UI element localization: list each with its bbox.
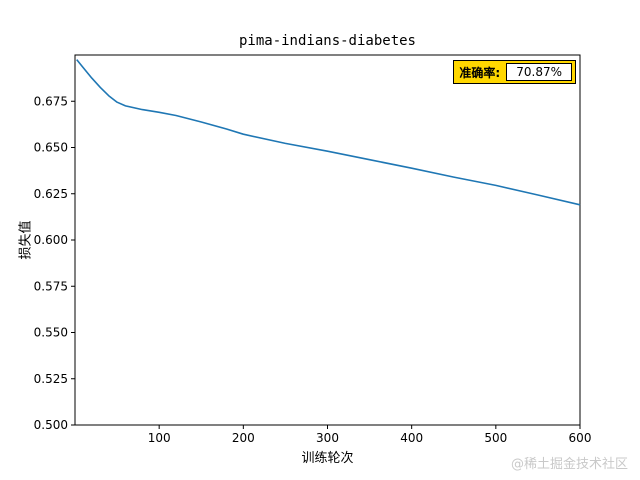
legend: 准确率: 70.87% — [453, 60, 576, 84]
y-tick-label: 0.550 — [34, 326, 68, 340]
y-tick-label: 0.650 — [34, 141, 68, 155]
x-tick-label: 600 — [569, 431, 592, 445]
y-tick-label: 0.600 — [34, 233, 68, 247]
watermark: @稀土掘金技术社区 — [510, 457, 628, 472]
y-tick-label: 0.625 — [34, 187, 68, 201]
y-tick-label: 0.575 — [34, 279, 68, 293]
legend-value: 70.87% — [506, 63, 572, 81]
chart-title: pima-indians-diabetes — [238, 33, 416, 49]
y-tick-label: 0.675 — [34, 94, 68, 108]
y-axis-label: 损失值 — [18, 220, 34, 260]
y-tick-label: 0.525 — [34, 372, 68, 386]
x-tick-label: 300 — [316, 431, 339, 445]
x-tick-label: 400 — [400, 431, 423, 445]
legend-label: 准确率: — [459, 65, 501, 80]
x-tick-label: 200 — [232, 431, 255, 445]
x-tick-label: 100 — [148, 431, 171, 445]
loss-curve — [76, 59, 581, 206]
x-axis-label: 训练轮次 — [301, 451, 354, 466]
y-tick-label: 0.500 — [34, 418, 68, 432]
x-tick-label: 500 — [484, 431, 507, 445]
